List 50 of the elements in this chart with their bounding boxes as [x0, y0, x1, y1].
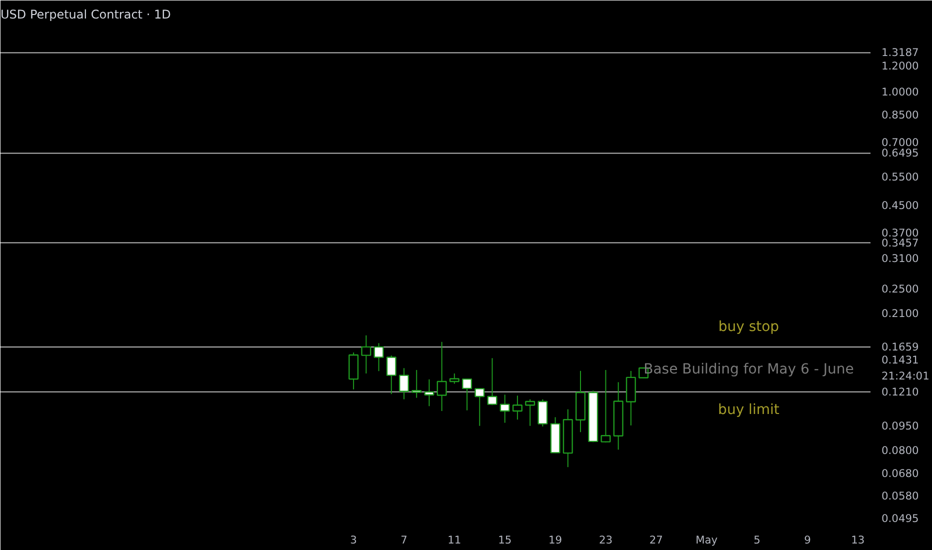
- y-tick-label: 0.0800: [882, 444, 920, 458]
- candlestick: [500, 394, 510, 424]
- chart-title: USD Perpetual Contract · 1D: [0, 8, 171, 22]
- x-tick-label: 23: [598, 534, 612, 546]
- candlestick: [600, 370, 611, 443]
- candlestick: [374, 342, 384, 372]
- x-tick-label: 3: [350, 534, 357, 546]
- candlestick: [398, 368, 409, 400]
- annotation: buy limit: [718, 402, 780, 418]
- y-tick-label: 0.4500: [882, 198, 920, 212]
- x-tick-label: May: [696, 534, 718, 546]
- candlestick: [462, 378, 472, 411]
- x-tick-label: 19: [548, 534, 562, 546]
- y-tick-label: 0.0580: [882, 490, 920, 503]
- y-tick-label: 0.3100: [882, 252, 920, 265]
- candlestick: [386, 354, 396, 395]
- x-tick-label: 27: [649, 534, 663, 546]
- annotation: buy stop: [718, 319, 780, 336]
- y-tick-label: 1.2000: [882, 60, 920, 73]
- x-tick-label: 11: [448, 534, 462, 546]
- x-tick-label: 13: [851, 534, 865, 546]
- ref-line-label: 0.1210: [882, 385, 920, 398]
- y-tick-label: 0.0680: [882, 467, 920, 480]
- y-tick-label: 0.7000: [882, 136, 920, 150]
- candlestick: [361, 334, 372, 374]
- y-tick-label: 0.8500: [882, 108, 920, 122]
- candlestick: [412, 370, 422, 398]
- candlestick: [538, 398, 548, 427]
- y-tick-label: 0.0495: [882, 512, 919, 526]
- y-tick-label: 0.0950: [882, 420, 920, 433]
- x-tick-label: 15: [498, 534, 512, 546]
- candlestick: [474, 388, 485, 426]
- candlestick: [512, 395, 522, 420]
- y-tick-label: 0.2100: [882, 307, 920, 320]
- candlestick: [449, 372, 460, 384]
- y-tick-label: 0.1431 21:24:01: [882, 354, 930, 382]
- x-tick-label: 9: [804, 534, 812, 546]
- candlestick: [424, 378, 434, 407]
- candlestick: [525, 398, 536, 426]
- ref-line-label: 0.1659: [882, 340, 920, 354]
- ref-line-label: 0.6495: [882, 146, 919, 160]
- x-tick-label: 7: [400, 534, 408, 546]
- x-tick-label: 5: [754, 534, 760, 546]
- y-tick-label: 0.2500: [882, 282, 920, 296]
- y-tick-label: 1.0000: [882, 85, 920, 98]
- y-tick-label: 0.5500: [882, 170, 920, 184]
- annotation: Base Building for May 6 - June: [644, 361, 854, 378]
- candlestick: [487, 358, 498, 406]
- ref-line-label: 1.3187: [882, 46, 919, 60]
- candlestick: [436, 341, 447, 412]
